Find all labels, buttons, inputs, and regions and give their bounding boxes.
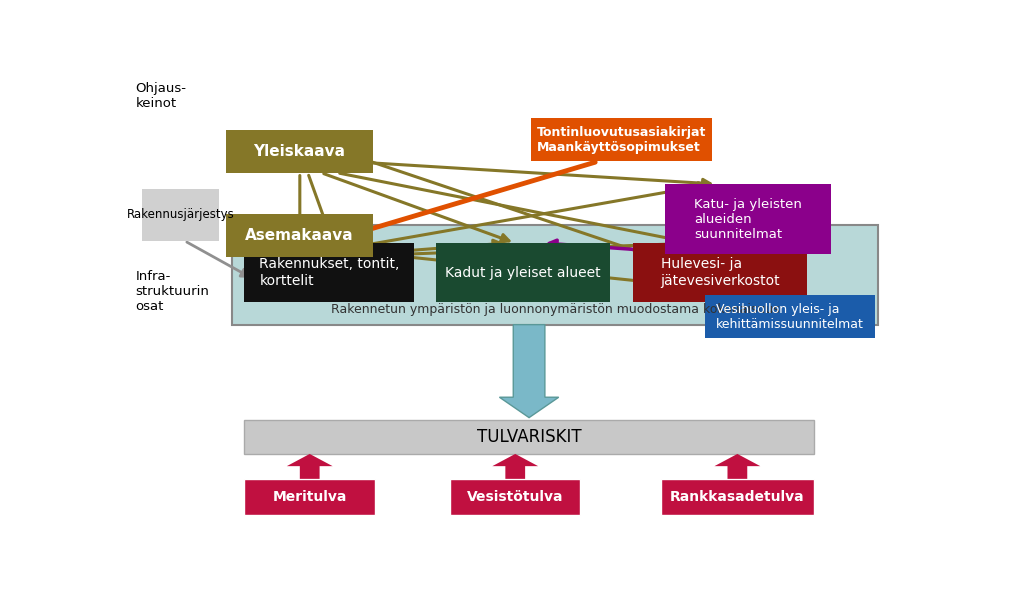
FancyBboxPatch shape xyxy=(226,214,372,257)
Text: TULVARISKIT: TULVARISKIT xyxy=(476,428,581,446)
Text: Rakennukset, tontit,
korttelit: Rakennukset, tontit, korttelit xyxy=(259,257,399,287)
FancyBboxPatch shape xyxy=(245,420,813,454)
FancyBboxPatch shape xyxy=(530,118,711,161)
Text: Infra-
struktuurin
osat: Infra- struktuurin osat xyxy=(136,270,209,313)
Text: Tontinluovutusasiakirjat
Maankäyttösopimukset: Tontinluovutusasiakirjat Maankäyttösopim… xyxy=(536,126,705,154)
FancyBboxPatch shape xyxy=(435,243,609,302)
Text: Vesistötulva: Vesistötulva xyxy=(467,490,562,504)
Text: Asemakaava: Asemakaava xyxy=(245,227,354,243)
FancyBboxPatch shape xyxy=(633,243,807,302)
Text: Yleiskaava: Yleiskaava xyxy=(253,144,345,158)
Text: Rankkasadetulva: Rankkasadetulva xyxy=(669,490,804,504)
Polygon shape xyxy=(713,454,759,479)
Polygon shape xyxy=(499,325,558,418)
Text: Kadut ja yleiset alueet: Kadut ja yleiset alueet xyxy=(444,266,600,280)
FancyBboxPatch shape xyxy=(231,225,877,325)
FancyBboxPatch shape xyxy=(660,479,813,515)
FancyBboxPatch shape xyxy=(245,479,375,515)
Text: Hulevesi- ja
jätevesiverkostot: Hulevesi- ja jätevesiverkostot xyxy=(660,257,780,287)
Text: Vesihuollon yleis- ja
kehittämissuunnitelmat: Vesihuollon yleis- ja kehittämissuunnite… xyxy=(715,303,863,330)
FancyBboxPatch shape xyxy=(704,295,873,338)
Text: Rakennetun ympäristön ja luonnonymäristön muodostama kokonaisuus: Rakennetun ympäristön ja luonnonymäristö… xyxy=(330,303,779,316)
Text: Meritulva: Meritulva xyxy=(272,490,346,504)
Polygon shape xyxy=(492,454,538,479)
FancyBboxPatch shape xyxy=(664,184,830,254)
Text: Ohjaus-
keinot: Ohjaus- keinot xyxy=(136,82,186,110)
Text: Rakennusjärjestys: Rakennusjärjestys xyxy=(126,208,234,221)
FancyBboxPatch shape xyxy=(226,130,372,173)
FancyBboxPatch shape xyxy=(142,188,219,241)
Text: Katu- ja yleisten
alueiden
suunnitelmat: Katu- ja yleisten alueiden suunnitelmat xyxy=(693,198,801,241)
Polygon shape xyxy=(286,454,332,479)
FancyBboxPatch shape xyxy=(449,479,580,515)
FancyBboxPatch shape xyxy=(245,243,414,302)
